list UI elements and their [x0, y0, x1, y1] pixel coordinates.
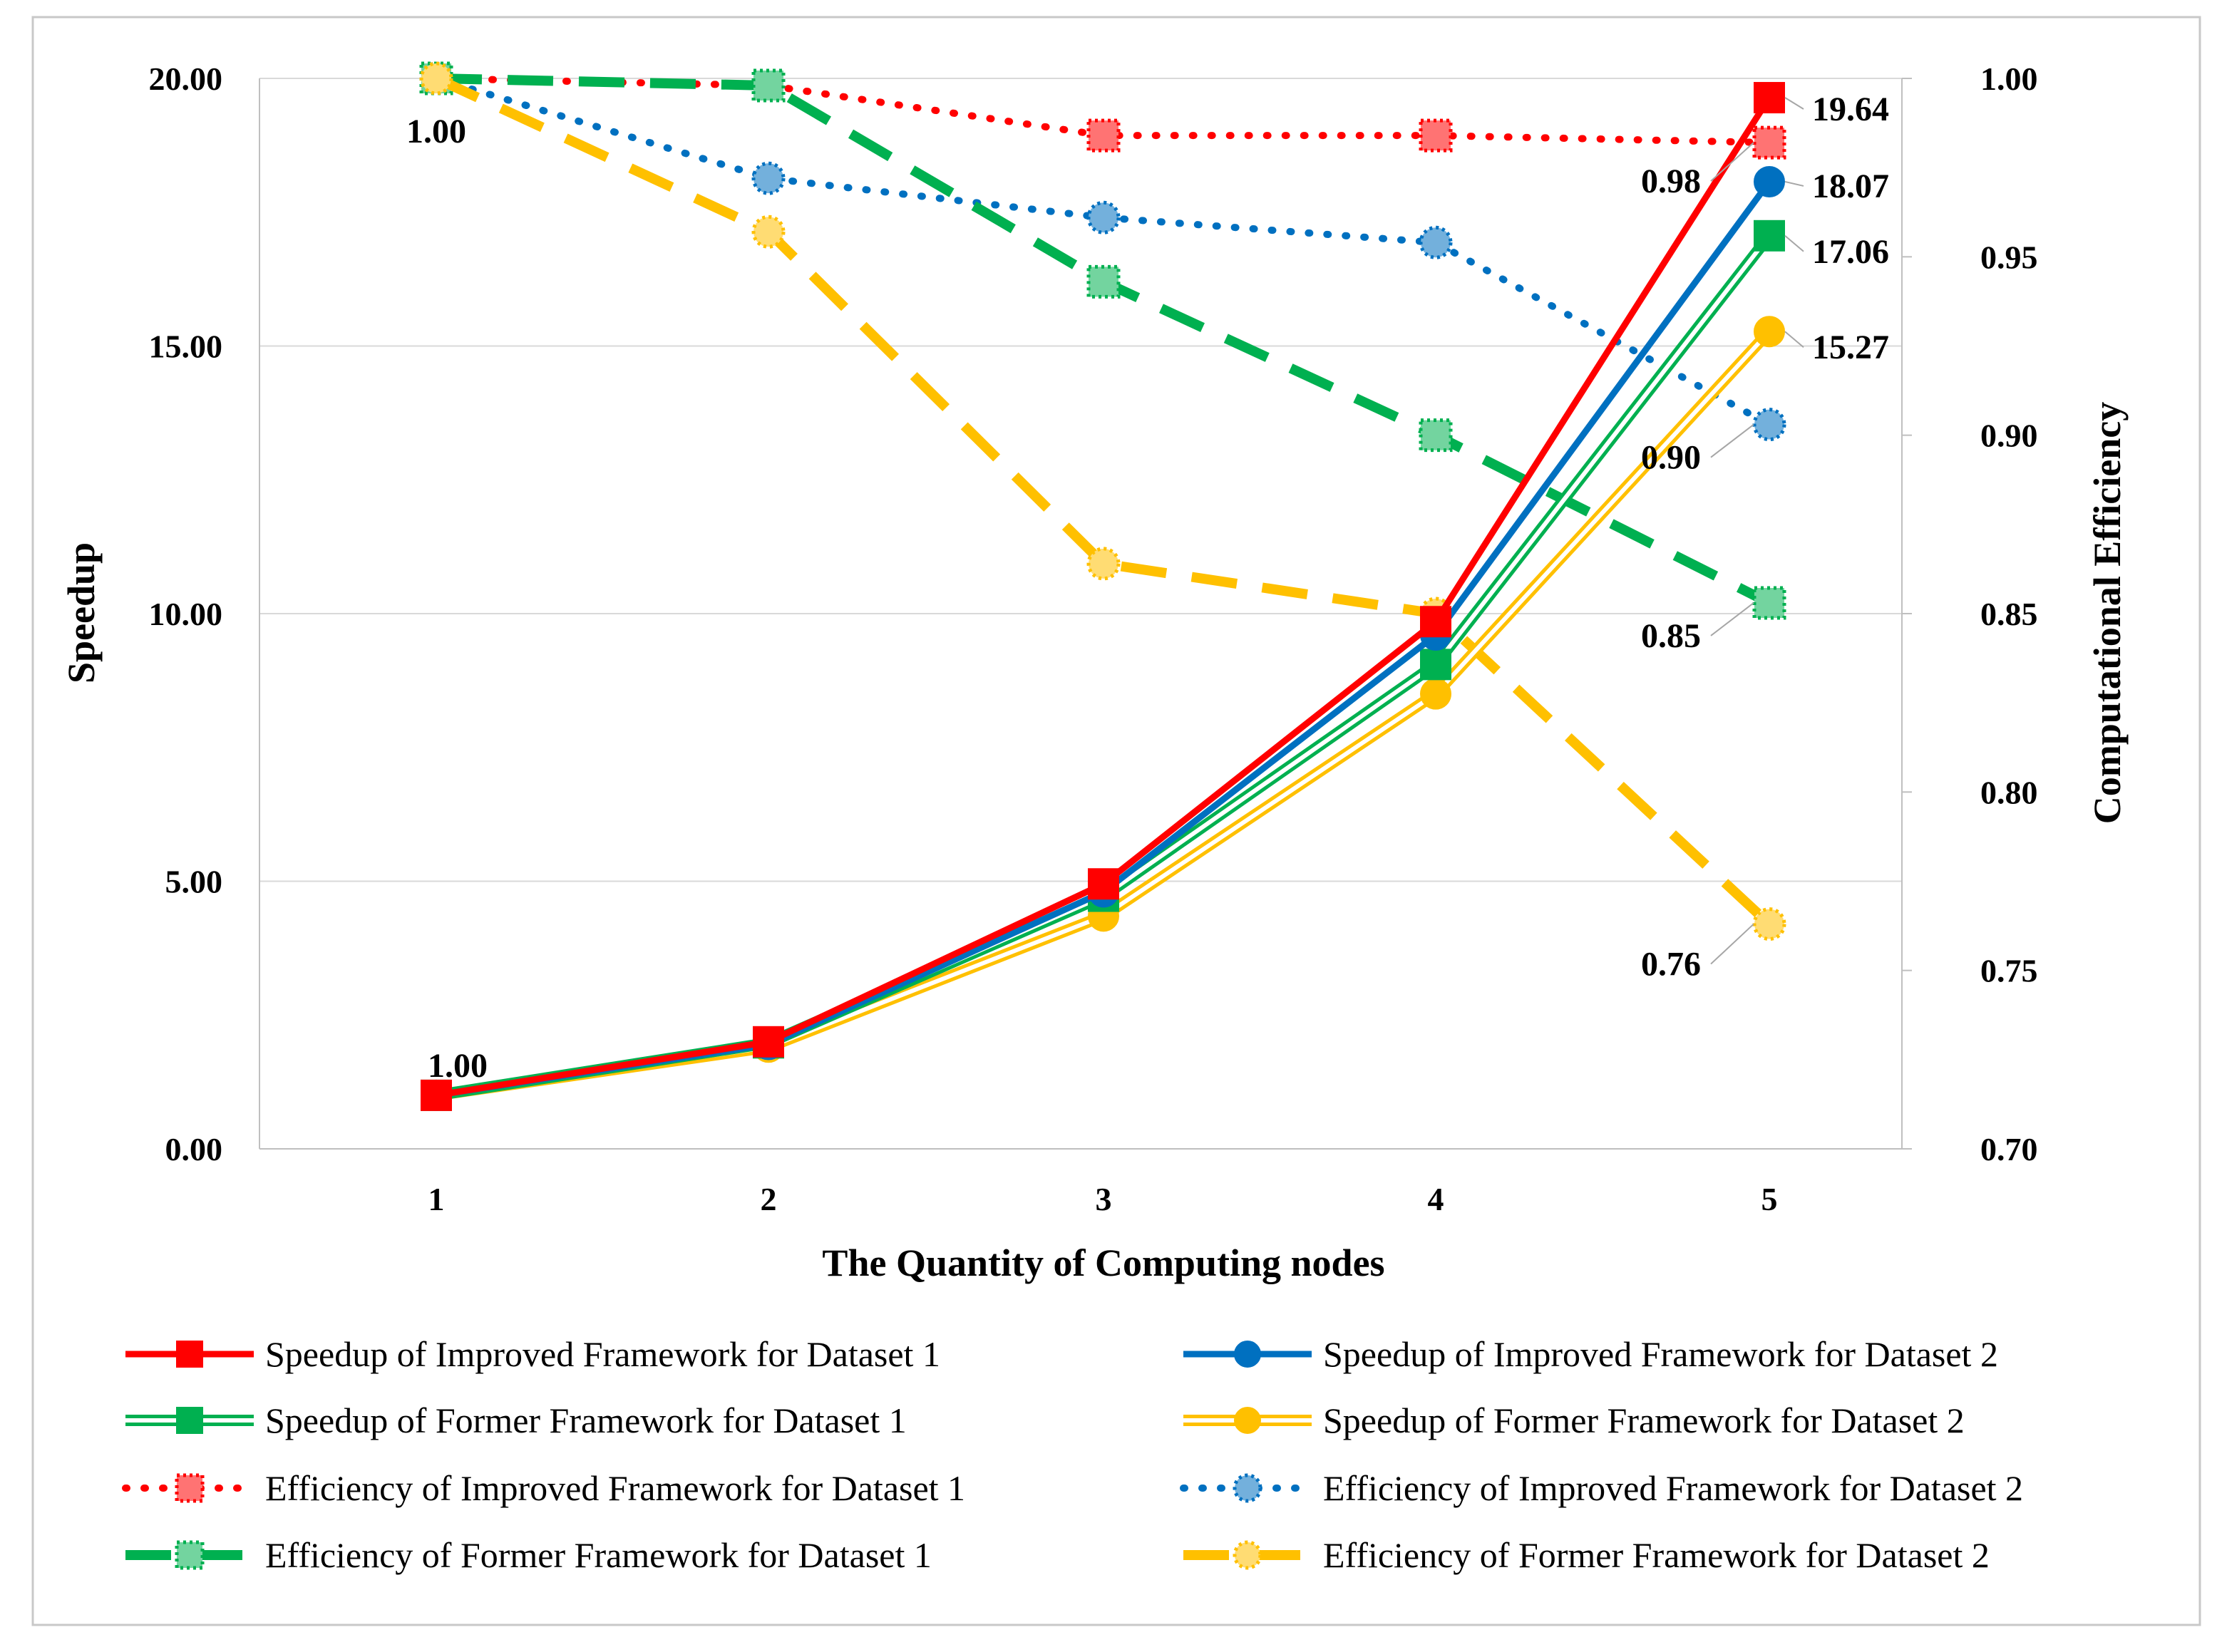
legend-label: Speedup of Improved Framework for Datase…: [1323, 1334, 1998, 1374]
data-point: [1086, 200, 1121, 234]
y2-tick-label: 0.75: [1980, 953, 2038, 989]
series-layer: [419, 61, 1786, 1111]
legend-swatch-marker: [175, 1473, 205, 1503]
data-label: 1.00: [406, 113, 466, 150]
data-point: [1752, 586, 1786, 620]
data-label: 1.00: [428, 1047, 488, 1085]
x-tick-label: 1: [428, 1181, 445, 1217]
data-label: 19.64: [1812, 91, 1889, 128]
data-point: [1420, 649, 1451, 681]
y2-tick-label: 0.80: [1980, 774, 2038, 810]
data-point: [1420, 678, 1451, 710]
data-point: [1419, 118, 1453, 153]
legend-swatch-marker: [1234, 1341, 1261, 1368]
label-leader-line: [1784, 180, 1804, 187]
legend-entry: Efficiency of Former Framework for Datas…: [125, 1535, 932, 1575]
data-label: 0.85: [1641, 617, 1701, 655]
data-label: 0.98: [1641, 162, 1701, 200]
legend-entry: Speedup of Former Framework for Dataset …: [1183, 1400, 1965, 1440]
axes: 0.00 5.00 10.00 15.00 20.00 0.70 0.75 0.80 0.85 0…: [60, 61, 2129, 1284]
data-point: [1752, 408, 1786, 442]
y-tick-label: 20.00: [149, 61, 223, 97]
series-0: [421, 82, 1785, 1111]
legend-label: Speedup of Former Framework for Dataset …: [265, 1400, 907, 1440]
data-point: [1088, 868, 1119, 900]
data-label: 17.06: [1812, 233, 1889, 271]
y2-tick-label: 0.70: [1980, 1131, 2038, 1167]
data-point: [751, 215, 786, 249]
x-axis-title: The Quantity of Computing nodes: [822, 1241, 1384, 1284]
data-point: [1419, 418, 1453, 453]
data-point: [419, 61, 453, 95]
data-point: [1754, 165, 1785, 197]
data-label: 18.07: [1812, 167, 1889, 205]
y2-axis-title: Computational Efficiency: [2086, 402, 2129, 824]
data-point: [751, 68, 786, 103]
y2-tick-label: 0.85: [1980, 596, 2038, 632]
data-labels: 1.00 1.00 19.64 18.07 17.06 15.27 0.98 0.90 0.85…: [406, 91, 1889, 1085]
data-label: 0.76: [1641, 946, 1701, 984]
label-leader-line: [1784, 331, 1804, 348]
legend-swatch-marker: [1234, 1407, 1261, 1434]
label-leader-line: [1710, 602, 1754, 636]
legend-label: Efficiency of Former Framework for Datas…: [1323, 1535, 1990, 1575]
data-point: [1086, 264, 1121, 299]
y-tick-label: 0.00: [165, 1131, 223, 1167]
data-point: [1752, 125, 1786, 160]
y-tick-label: 5.00: [165, 864, 223, 900]
data-point: [1420, 606, 1451, 638]
legend-swatch-marker: [175, 1540, 205, 1570]
x-tick-label: 5: [1761, 1181, 1778, 1217]
legend-swatch-marker: [176, 1407, 203, 1434]
label-leader-line: [1784, 97, 1804, 110]
series-7: [419, 61, 1786, 941]
data-point: [1754, 82, 1785, 114]
y2-tick-label: 0.95: [1980, 239, 2038, 275]
data-point: [753, 1026, 784, 1058]
data-label: 0.90: [1641, 439, 1701, 477]
data-point: [1086, 547, 1121, 581]
data-point: [1754, 316, 1785, 348]
y-axis-title: Speedup: [60, 542, 103, 683]
label-leader-line: [1784, 235, 1804, 252]
legend-swatch-marker: [176, 1341, 203, 1368]
data-label: 15.27: [1812, 329, 1889, 366]
legend-entry: Speedup of Improved Framework for Datase…: [1183, 1334, 1998, 1374]
legend-label: Speedup of Improved Framework for Datase…: [265, 1334, 940, 1374]
legend-swatch-marker: [1233, 1540, 1262, 1570]
data-point: [1754, 220, 1785, 252]
data-point: [1419, 225, 1453, 259]
y2-tick-label: 1.00: [1980, 61, 2038, 97]
data-point: [421, 1079, 452, 1111]
series-line: [434, 73, 1773, 928]
data-point: [1752, 907, 1786, 941]
x-tick-label: 4: [1428, 1181, 1444, 1217]
legend: Speedup of Improved Framework for Datase…: [122, 1334, 2023, 1575]
label-leader-line: [1710, 423, 1754, 458]
label-leader-line: [1710, 923, 1754, 965]
y-tick-label: 15.00: [149, 329, 223, 365]
legend-entry: Efficiency of Improved Framework for Dat…: [122, 1468, 965, 1508]
y-tick-label: 10.00: [149, 596, 223, 632]
x-tick-label: 3: [1096, 1181, 1112, 1217]
legend-label: Speedup of Former Framework for Dataset …: [1323, 1400, 1965, 1440]
data-point: [751, 161, 786, 195]
legend-label: Efficiency of Improved Framework for Dat…: [265, 1468, 965, 1508]
data-point: [1086, 118, 1121, 153]
legend-label: Efficiency of Former Framework for Datas…: [265, 1535, 932, 1575]
label-leader-line: [1710, 142, 1754, 182]
legend-label: Efficiency of Improved Framework for Dat…: [1323, 1468, 2023, 1508]
legend-entry: Speedup of Former Framework for Dataset …: [125, 1400, 907, 1440]
legend-entry: Speedup of Improved Framework for Datase…: [125, 1334, 940, 1374]
legend-swatch-marker: [1233, 1473, 1262, 1503]
legend-entry: Efficiency of Improved Framework for Dat…: [1180, 1468, 2023, 1508]
y2-tick-label: 0.90: [1980, 418, 2038, 454]
x-tick-label: 2: [761, 1181, 777, 1217]
legend-entry: Efficiency of Former Framework for Datas…: [1183, 1535, 1990, 1575]
